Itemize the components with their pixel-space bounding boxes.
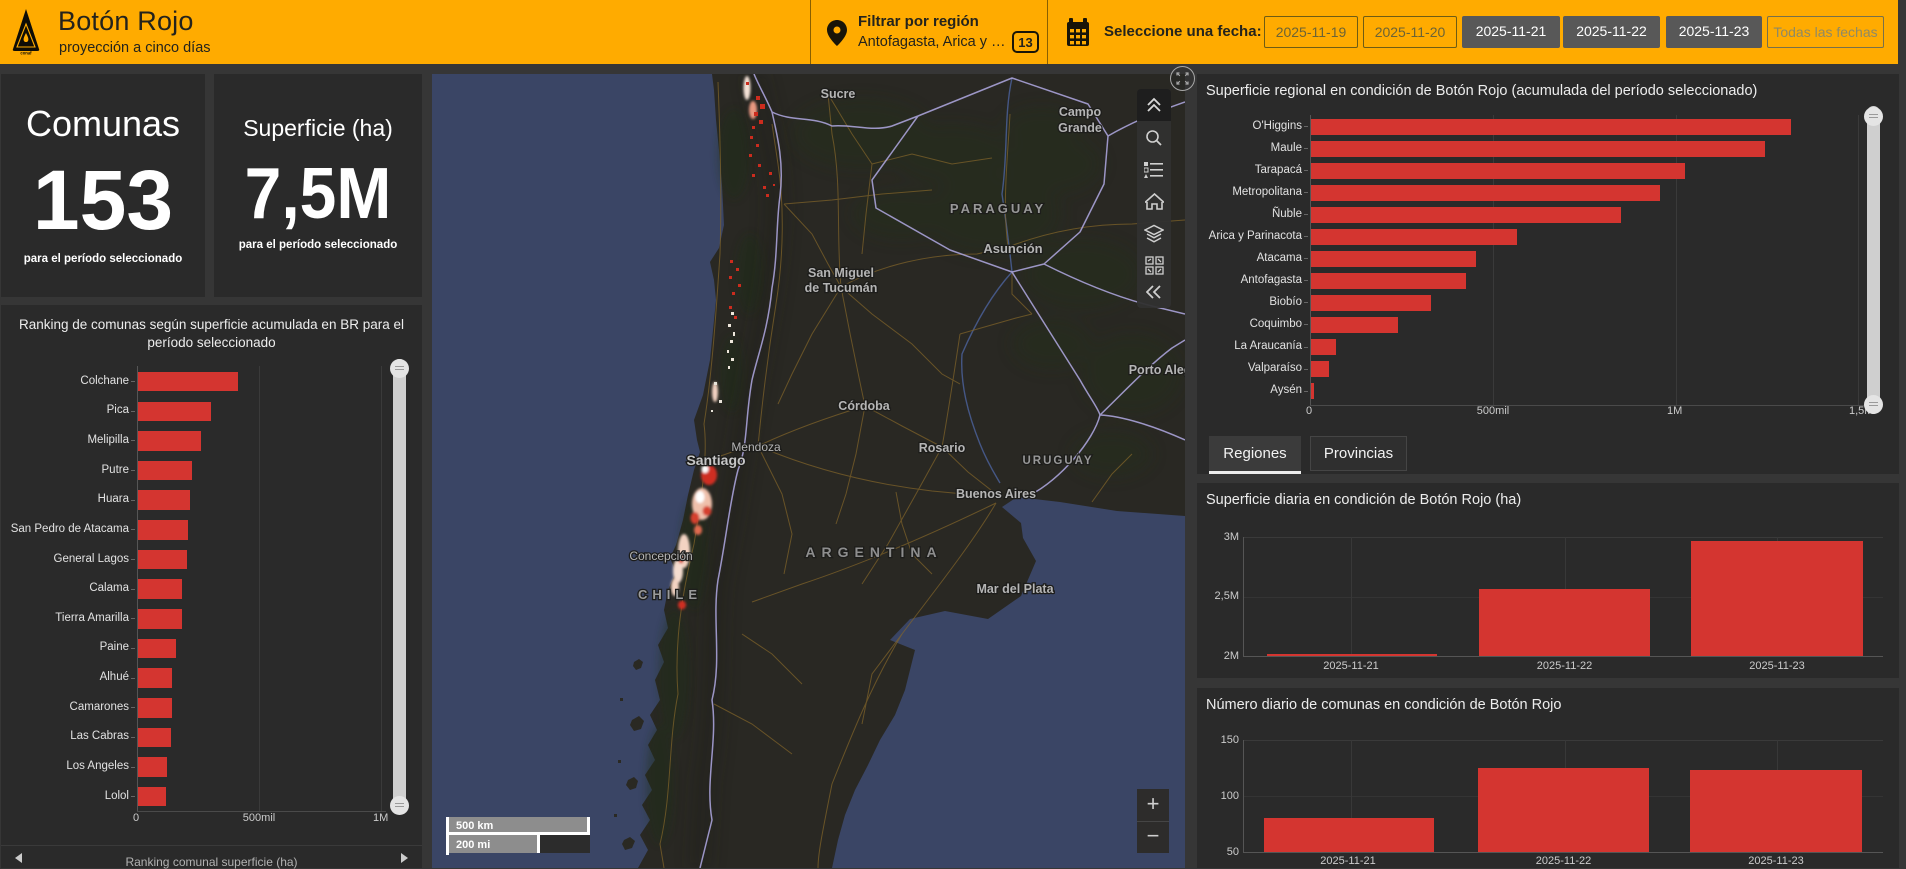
svg-text:Buenos Aires: Buenos Aires: [956, 487, 1036, 501]
svg-text:Santiago: Santiago: [686, 452, 745, 468]
svg-text:Asunción: Asunción: [983, 241, 1042, 256]
svg-text:ARGENTINA: ARGENTINA: [805, 544, 942, 560]
svg-text:Sucre: Sucre: [821, 87, 856, 101]
svg-text:500 km: 500 km: [456, 820, 494, 832]
svg-text:Grande: Grande: [1058, 121, 1102, 135]
svg-text:de Tucumán: de Tucumán: [805, 281, 878, 295]
svg-text:Mar del Plata: Mar del Plata: [976, 582, 1054, 596]
svg-text:Campo: Campo: [1059, 105, 1102, 119]
svg-text:San Miguel: San Miguel: [808, 266, 874, 280]
svg-text:200 mi: 200 mi: [456, 839, 490, 851]
svg-text:Mendoza: Mendoza: [731, 440, 781, 454]
svg-text:Concepción: Concepción: [629, 549, 692, 563]
svg-text:Rosario: Rosario: [919, 441, 966, 455]
svg-text:CHILE: CHILE: [638, 587, 702, 602]
svg-text:conaf: conaf: [20, 51, 32, 56]
svg-text:Porto Alegre: Porto Alegre: [1129, 363, 1185, 377]
svg-text:URUGUAY: URUGUAY: [1022, 455, 1093, 467]
svg-text:PARAGUAY: PARAGUAY: [950, 201, 1046, 216]
svg-text:Córdoba: Córdoba: [838, 399, 890, 413]
